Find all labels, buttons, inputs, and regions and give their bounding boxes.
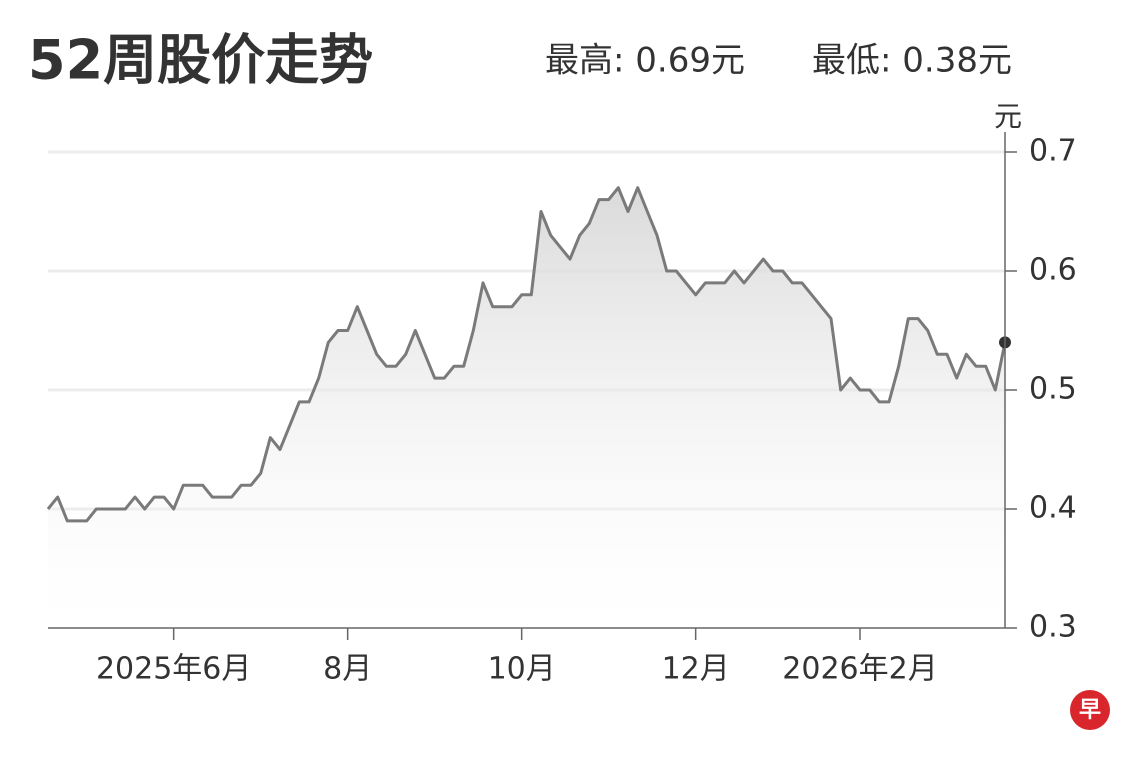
y-tick-label: 0.5: [1029, 372, 1077, 407]
area: [48, 187, 1005, 628]
x-tick-label: 2025年6月: [96, 652, 251, 687]
x-tick-label: 2026年2月: [782, 652, 937, 687]
y-tick-label: 0.4: [1029, 491, 1077, 526]
y-tick-label: 0.6: [1029, 253, 1077, 288]
chart-title: 52周股价走势: [28, 29, 373, 92]
high-label: 最高: 0.69元: [545, 41, 745, 81]
logo-badge: [1070, 690, 1110, 730]
logo: 早: [1079, 698, 1101, 723]
x-tick-label: 10月: [488, 652, 556, 687]
y-tick-label: 0.3: [1029, 610, 1077, 645]
low-label: 最低: 0.38元: [812, 41, 1012, 81]
price-line: [46, 186, 1007, 523]
x-tick-label: 8月: [323, 652, 372, 687]
y-axis-unit: 元: [994, 100, 1022, 133]
y-tick-label: 0.7: [1029, 134, 1077, 169]
x-tick-label: 12月: [662, 652, 730, 687]
